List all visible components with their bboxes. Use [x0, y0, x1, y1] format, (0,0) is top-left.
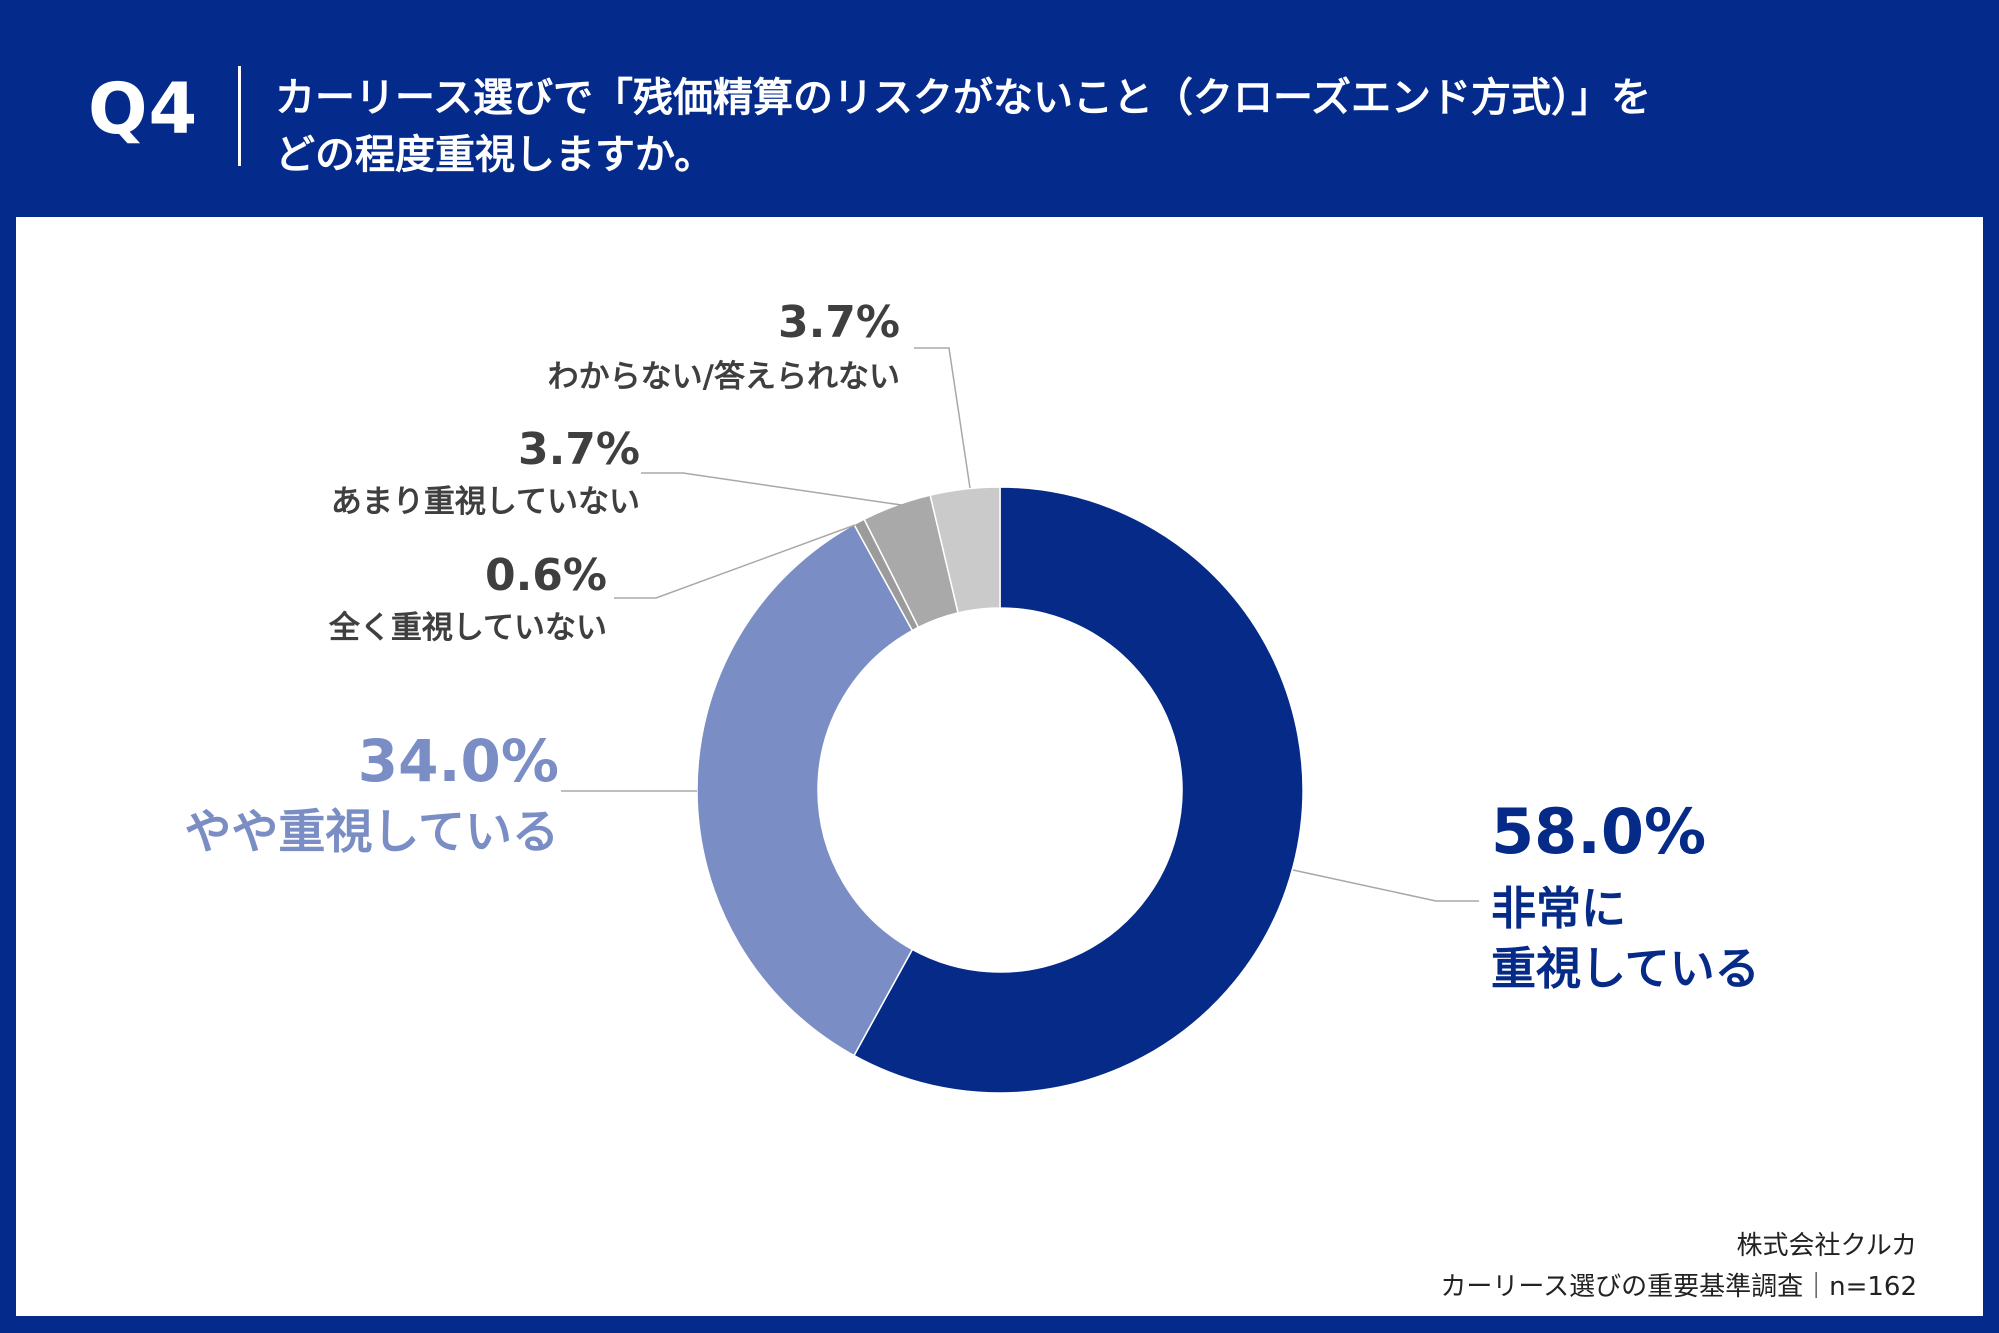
donut-chart	[561, 347, 1479, 1094]
label-unknown-value: 3.7%	[777, 297, 900, 348]
leader-line-unknown	[914, 347, 971, 489]
label-somewhat-value: 34.0%	[357, 727, 559, 795]
label-very-name-line2: 重視している	[1491, 942, 1760, 995]
label-not-much-value: 3.7%	[517, 424, 640, 475]
header-divider	[238, 66, 241, 166]
donut-slice-very	[853, 486, 1304, 1094]
label-somewhat-name: やや重視している	[184, 805, 559, 860]
leader-line-not-at-all	[614, 524, 856, 599]
question-line-2: どの程度重視しますか。	[275, 132, 715, 178]
leader-line-very	[1292, 869, 1479, 902]
donut-slice-somewhat	[696, 523, 914, 1057]
question-number: Q4	[88, 68, 199, 150]
question-header: Q4 カーリース選びで「残価精算のリスクがないこと（クローズエンド方式）」を ど…	[0, 0, 1999, 215]
chart-panel: 3.7% わからない/答えられない 3.7% あまり重視していない 0.6% 全…	[16, 217, 1983, 1316]
label-not-at-all-name: 全く重視していない	[328, 610, 607, 646]
donut-slice-unknown	[929, 486, 1001, 614]
question-text: カーリース選びで「残価精算のリスクがないこと（クローズエンド方式）」を どの程度…	[275, 70, 1925, 184]
label-unknown-name: わからない/答えられない	[547, 359, 900, 395]
label-very-name-line1: 非常に	[1491, 882, 1627, 935]
question-line-1: カーリース選びで「残価精算のリスクがないこと（クローズエンド方式）」を	[275, 75, 1651, 121]
leader-line-not-much	[641, 472, 916, 508]
label-not-at-all-value: 0.6%	[484, 550, 607, 601]
source-survey: カーリース選びの重要基準調査｜n=162	[1440, 1272, 1917, 1302]
label-not-much-name: あまり重視していない	[330, 484, 640, 520]
source-company: 株式会社クルカ	[1736, 1231, 1917, 1261]
label-very-value: 58.0%	[1491, 795, 1707, 868]
